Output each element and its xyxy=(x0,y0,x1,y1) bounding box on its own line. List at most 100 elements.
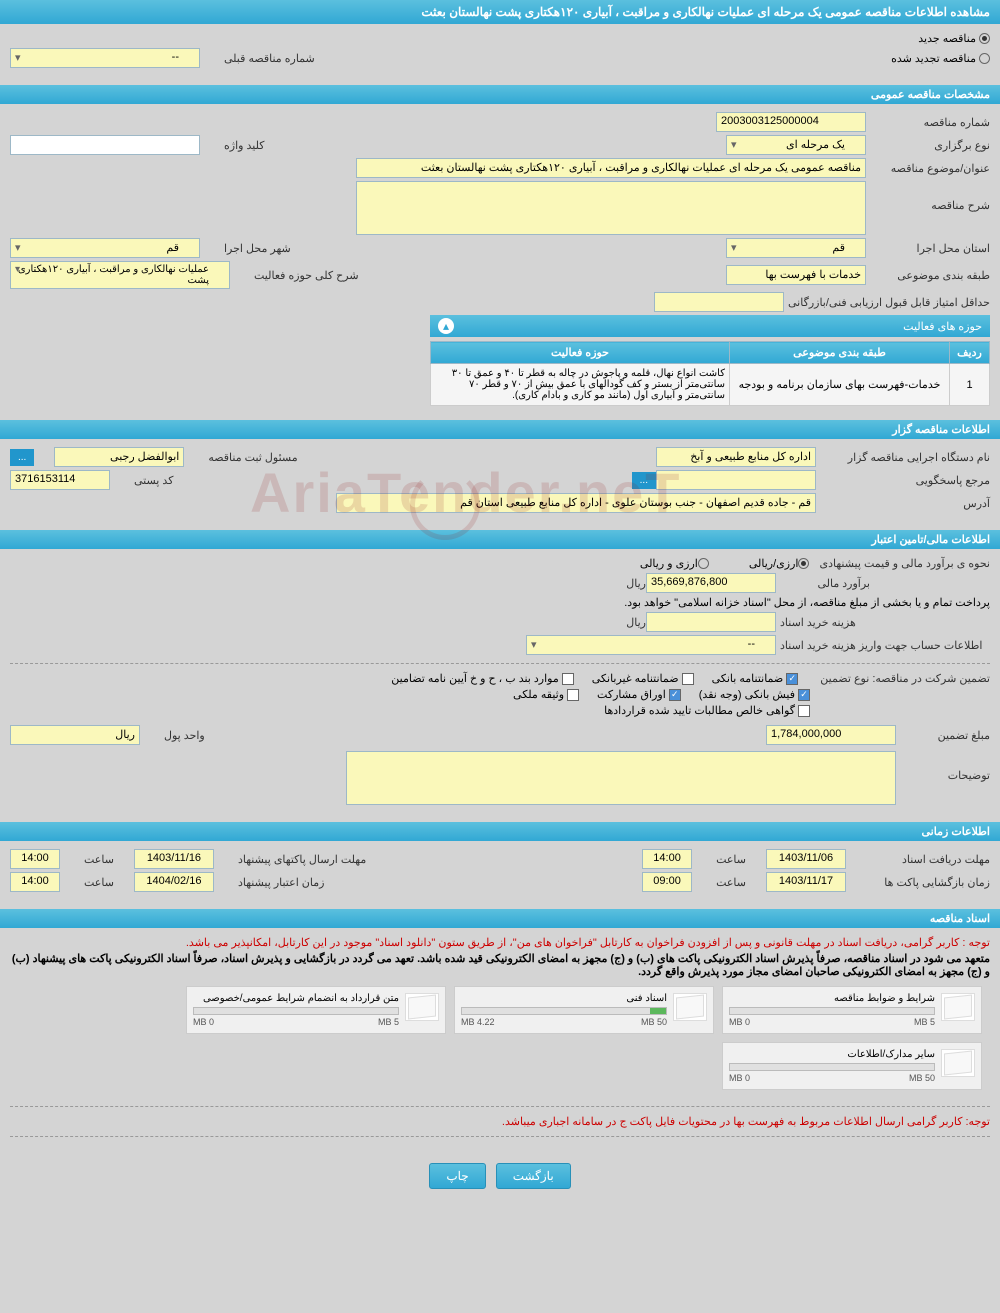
chk-bonds-label: اوراق مشارکت xyxy=(597,688,666,701)
account-label: اطلاعات حساب جهت واریز هزینه خرید اسناد xyxy=(780,639,990,652)
radio-currency-label: ارزی و ریالی xyxy=(640,557,698,570)
ellipsis-btn-1[interactable]: ... xyxy=(10,449,34,466)
prev-number-label: شماره مناقصه قبلی xyxy=(224,52,315,65)
org-name-label: نام دستگاه اجرایی مناقصه گزار xyxy=(820,451,990,464)
file-max-4: 50 MB xyxy=(909,1073,935,1083)
chk-receivables-label: گواهی خالص مطالبات تایید شده قراردادها xyxy=(604,704,795,717)
section-general: مشخصات مناقصه عمومی xyxy=(0,85,1000,104)
radio-currency[interactable] xyxy=(698,558,709,569)
holding-type-select[interactable]: یک مرحله ای xyxy=(726,135,866,155)
guarantee-amount-label: مبلغ تضمین xyxy=(900,729,990,742)
file-box-4[interactable]: سایر مدارک/اطلاعات 50 MB 0 MB xyxy=(722,1042,982,1090)
chk-cash[interactable] xyxy=(798,689,810,701)
chk-cash-label: فیش بانکی (وجه نقد) xyxy=(699,688,795,701)
activity-table-header: حوزه های فعالیت ▴ xyxy=(430,315,990,337)
address-field: قم - جاده قدیم اصفهان - جنب بوستان علوی … xyxy=(336,493,816,513)
notes-field[interactable] xyxy=(346,751,896,805)
manager-label: مسئول ثبت مناقصه xyxy=(208,451,297,464)
doc-footer-note: توجه: کاربر گرامی ارسال اطلاعات مربوط به… xyxy=(10,1115,990,1128)
section-financial: اطلاعات مالی/تامین اعتبار xyxy=(0,530,1000,549)
print-button[interactable]: چاپ xyxy=(429,1163,485,1189)
opening-date: 1403/11/17 xyxy=(766,872,846,892)
city-select[interactable]: قم xyxy=(10,238,200,258)
doc-note-2: متعهد می شود در اسناد مناقصه، صرفاً پذیر… xyxy=(10,952,990,978)
tender-type-radios: مناقصه جدید xyxy=(918,32,990,45)
chk-receivables[interactable] xyxy=(798,705,810,717)
amount-label: برآورد مالی xyxy=(780,577,870,590)
city-label: شهر محل اجرا xyxy=(224,242,291,255)
chk-regulation[interactable] xyxy=(562,673,574,685)
opening-label: زمان بازگشایی پاکت ها xyxy=(870,876,990,889)
cell-activity: کاشت انواع نهال، قلمه و پاجوش در چاله به… xyxy=(431,364,730,406)
validity-time: 14:00 xyxy=(10,872,60,892)
radio-new[interactable] xyxy=(979,33,990,44)
back-button[interactable]: بازگشت xyxy=(496,1163,571,1189)
file-name-2: اسناد فنی xyxy=(461,993,667,1004)
folder-icon xyxy=(405,993,439,1021)
collapse-icon[interactable]: ▴ xyxy=(438,318,454,334)
province-select[interactable]: قم xyxy=(726,238,866,258)
deadline-submit-label: مهلت ارسال پاکتهای پیشنهاد xyxy=(238,853,366,866)
file-size-4: 0 MB xyxy=(729,1073,750,1083)
keyword-label: کلید واژه xyxy=(224,139,264,152)
chk-regulation-label: موارد بند ب ، ح و خ آیین نامه تضامین xyxy=(391,672,558,685)
unit-field: ریال xyxy=(10,725,140,745)
radio-new-label: مناقصه جدید xyxy=(918,32,976,45)
radio-renewed-label: مناقصه تجدید شده xyxy=(891,52,976,65)
file-max-1: 5 MB xyxy=(914,1017,935,1027)
file-name-3: متن قرارداد به انضمام شرایط عمومی/خصوصی xyxy=(193,993,399,1004)
account-select[interactable]: -- xyxy=(526,635,776,655)
file-size-3: 0 MB xyxy=(193,1017,214,1027)
section-timing: اطلاعات زمانی xyxy=(0,822,1000,841)
min-score-field[interactable] xyxy=(654,292,784,312)
doc-cost-field[interactable] xyxy=(646,612,776,632)
treasury-note: پرداخت تمام و یا بخشی از مبلغ مناقصه، از… xyxy=(624,596,990,609)
radio-renewed[interactable] xyxy=(979,53,990,64)
unit-label: واحد پول xyxy=(164,729,205,742)
cell-class: خدمات-فهرست بهای سازمان برنامه و بودجه xyxy=(730,364,950,406)
responder-field[interactable] xyxy=(656,470,816,490)
validity-label: زمان اعتبار پیشنهاد xyxy=(238,876,325,889)
ellipsis-btn-2[interactable]: ... xyxy=(632,472,656,489)
radio-rial-label: ارزی/ریالی xyxy=(749,557,799,570)
prev-number-select[interactable]: -- xyxy=(10,48,200,68)
deadline-docs-label: مهلت دریافت اسناد xyxy=(870,853,990,866)
estimate-type-label: نحوه ی برآورد مالی و قیمت پیشنهادی xyxy=(819,557,990,570)
activity-desc-select[interactable]: عملیات نهالکاری و مراقبت ، آبیاری ۱۲۰هکت… xyxy=(10,261,230,289)
chk-property-label: وثیقه ملکی xyxy=(513,688,564,701)
class-field: خدمات با فهرست بها xyxy=(726,265,866,285)
file-box-3[interactable]: متن قرارداد به انضمام شرایط عمومی/خصوصی … xyxy=(186,986,446,1034)
validity-date: 1404/02/16 xyxy=(134,872,214,892)
chk-nonbank-label: ضمانتنامه غیربانکی xyxy=(592,672,679,685)
responder-label: مرجع پاسخگویی xyxy=(820,474,990,487)
doc-cost-unit: ریال xyxy=(626,616,646,629)
chk-bank[interactable] xyxy=(786,673,798,685)
deadline-docs-time: 14:00 xyxy=(642,849,692,869)
guarantee-amount-field: 1,784,000,000 xyxy=(766,725,896,745)
file-box-2[interactable]: اسناد فنی 50 MB4.22 MB xyxy=(454,986,714,1034)
file-box-1[interactable]: شرایط و ضوابط مناقصه 5 MB0 MB xyxy=(722,986,982,1034)
keyword-field[interactable] xyxy=(10,135,200,155)
th-class: طبقه بندی موضوعی xyxy=(730,342,950,364)
chk-bank-label: ضمانتنامه بانکی xyxy=(712,672,784,685)
chk-nonbank[interactable] xyxy=(682,673,694,685)
file-name-4: سایر مدارک/اطلاعات xyxy=(729,1049,935,1060)
cell-num: 1 xyxy=(950,364,990,406)
table-row: 1 خدمات-فهرست بهای سازمان برنامه و بودجه… xyxy=(431,364,990,406)
chk-bonds[interactable] xyxy=(669,689,681,701)
min-score-label: حداقل امتیاز قابل قبول ارزیابی فنی/بازرگ… xyxy=(788,296,990,309)
postal-field: 3716153114 xyxy=(10,470,110,490)
folder-icon xyxy=(941,993,975,1021)
folder-icon xyxy=(941,1049,975,1077)
time-label-3: ساعت xyxy=(716,876,746,889)
province-label: استان محل اجرا xyxy=(870,242,990,255)
desc-label: شرح مناقصه xyxy=(870,181,990,212)
file-max-3: 5 MB xyxy=(378,1017,399,1027)
radio-rial[interactable] xyxy=(798,558,809,569)
deadline-docs-date: 1403/11/06 xyxy=(766,849,846,869)
doc-cost-label: هزینه خرید اسناد xyxy=(780,616,990,629)
chk-property[interactable] xyxy=(567,689,579,701)
amount-field: 35,669,876,800 xyxy=(646,573,776,593)
desc-field[interactable] xyxy=(356,181,866,235)
deadline-submit-time: 14:00 xyxy=(10,849,60,869)
